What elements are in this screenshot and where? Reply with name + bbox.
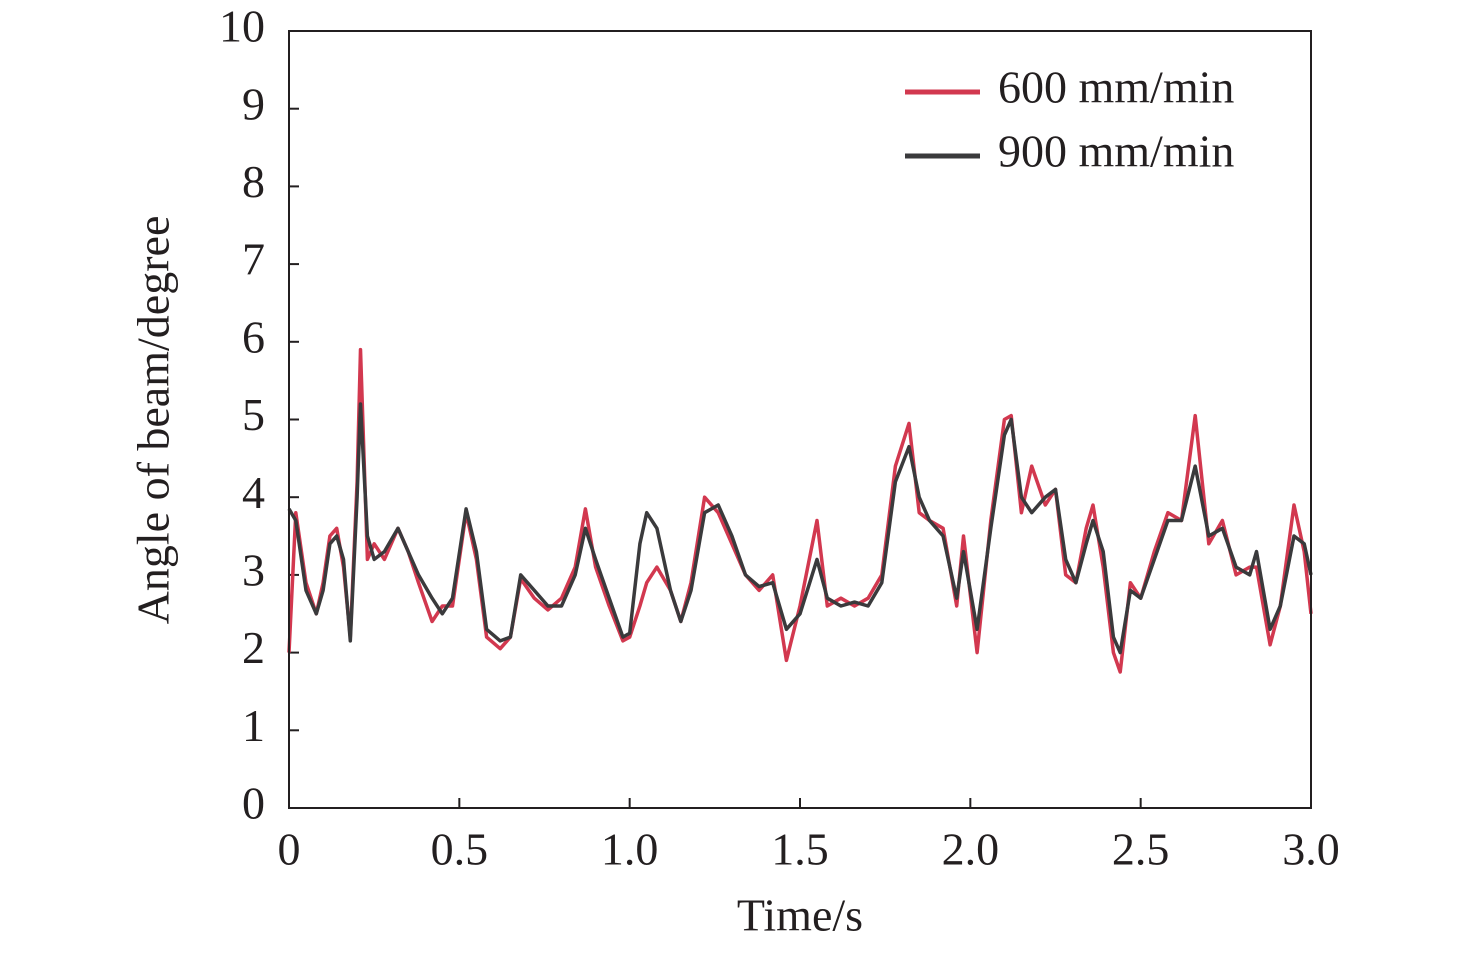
x-tick-label: 2.0 <box>942 824 1000 875</box>
y-tick-label: 7 <box>242 234 265 285</box>
y-axis-label: Angle of beam/degree <box>128 216 179 625</box>
plot-frame <box>288 30 1312 809</box>
y-tick-label: 2 <box>242 622 265 673</box>
y-tick-label: 0 <box>242 778 265 829</box>
y-tick-label: 9 <box>242 78 265 129</box>
y-tick-label: 8 <box>242 156 265 207</box>
x-tick-label: 0 <box>278 824 301 875</box>
legend-label: 900 mm/min <box>998 126 1234 177</box>
series-line <box>287 402 1313 655</box>
y-tick-label: 5 <box>242 389 265 440</box>
y-tick-label: 1 <box>242 700 265 751</box>
x-tick-label: 2.5 <box>1112 824 1170 875</box>
x-tick-label: 1.5 <box>771 824 829 875</box>
y-tick-label: 3 <box>242 544 265 595</box>
x-tick-label: 1.0 <box>601 824 659 875</box>
y-tick-label: 6 <box>242 311 265 362</box>
x-tick-label: 0.5 <box>431 824 489 875</box>
series-line <box>287 347 1313 674</box>
x-tick-label: 3.0 <box>1282 824 1340 875</box>
legend-label: 600 mm/min <box>998 62 1234 113</box>
y-tick-label: 4 <box>242 467 265 518</box>
x-axis-label: Time/s <box>737 890 863 941</box>
y-tick-label: 10 <box>219 1 265 52</box>
